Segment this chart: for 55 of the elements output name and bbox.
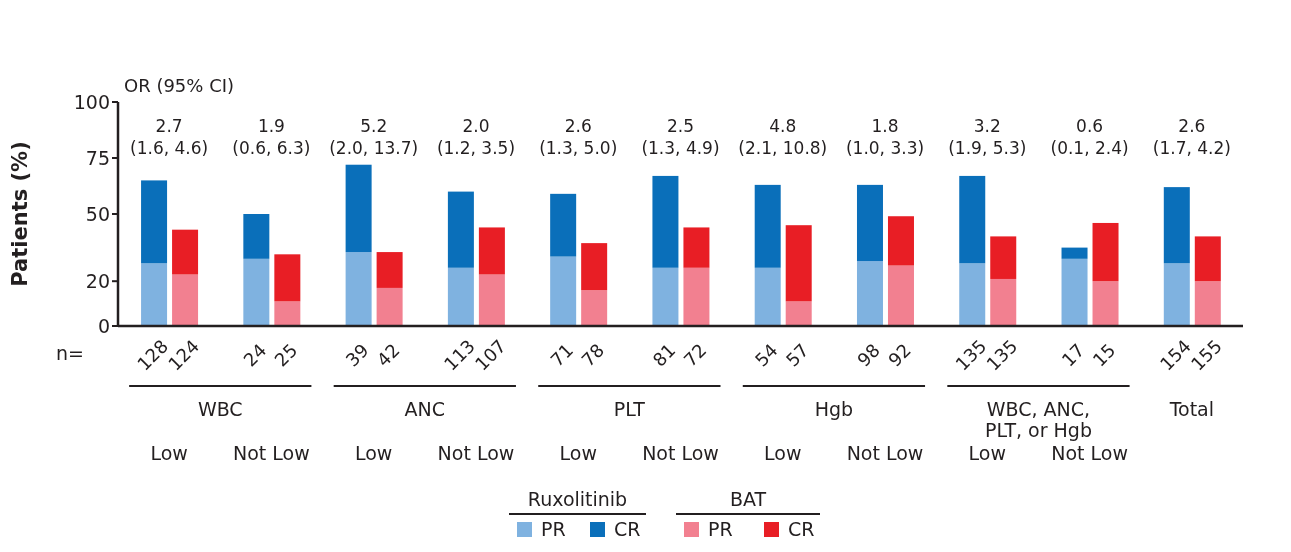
text: PLT [613, 398, 646, 420]
annotation: 1.8 (1.0, 3.3) [845, 116, 925, 158]
text: Hgb [814, 398, 854, 420]
text: Low [764, 442, 802, 464]
x-tick-label: 54 [750, 339, 782, 371]
text: Not Low [233, 442, 310, 464]
text: Not Low [846, 442, 924, 464]
text: Low [150, 442, 188, 464]
text: n= [56, 342, 84, 364]
text: Not Low [437, 442, 515, 464]
annotation: 2.0 (1.2, 3.5) [436, 116, 516, 158]
text: Total [1168, 398, 1215, 420]
text: Low [968, 442, 1007, 464]
x-tick-label: 24 [239, 339, 271, 371]
text: CR [788, 518, 815, 540]
x-tick-label: 78 [577, 339, 609, 371]
text: Low [559, 442, 597, 464]
y-tick-label: 50 [85, 202, 110, 225]
x-tick-label: 39 [341, 339, 373, 371]
annotation: 2.6 (1.7, 4.2) [1152, 116, 1231, 158]
x-tick-label: 92 [883, 339, 916, 371]
legend-label: CR [614, 518, 641, 540]
text: PR [708, 518, 733, 540]
legend-label: PR [541, 518, 566, 540]
text: ANC [404, 398, 446, 420]
text: WBC [197, 398, 243, 420]
annotation: 1.9 (0.6, 6.3) [232, 116, 311, 158]
y-axis-title: Patients (%) [8, 141, 33, 287]
annotation: 0.6 (0.1, 2.4) [1050, 116, 1129, 158]
annotation: 2.7 (1.6, 4.6) [130, 116, 209, 158]
annotation: 5.2 (2.0, 13.7) [329, 116, 419, 158]
x-tick-label: 42 [372, 339, 404, 371]
x-tick-label: 71 [546, 339, 578, 371]
text: Low [354, 442, 393, 464]
x-tick-label: 72 [679, 339, 711, 371]
text: BAT [729, 488, 767, 510]
annotation: 3.2 (1.9, 5.3) [948, 116, 1027, 158]
annotation: 4.8 (2.1, 10.8) [738, 116, 828, 158]
text: Ruxolitinib [527, 488, 628, 510]
annotation: 2.6 (1.3, 5.0) [539, 116, 618, 158]
text: WBC, ANC, PLT, or Hgb [984, 398, 1092, 441]
annotation: 2.5 (1.3, 4.9) [641, 116, 720, 158]
text: Not Low [642, 442, 719, 464]
y-tick-label: 100 [73, 90, 110, 113]
text: Not Low [1051, 442, 1128, 464]
x-tick-label: 25 [270, 339, 302, 371]
x-tick-label: 17 [1057, 339, 1089, 371]
y-tick-label: 20 [85, 269, 110, 292]
x-tick-label: 15 [1088, 339, 1120, 371]
x-tick-label: 57 [781, 339, 813, 371]
y-tick-label: 75 [85, 146, 110, 169]
y-tick-label: 0 [97, 314, 110, 337]
x-tick-label: 81 [648, 339, 680, 371]
x-tick-label: 98 [852, 339, 885, 371]
text: OR (95% CI) [124, 75, 235, 96]
